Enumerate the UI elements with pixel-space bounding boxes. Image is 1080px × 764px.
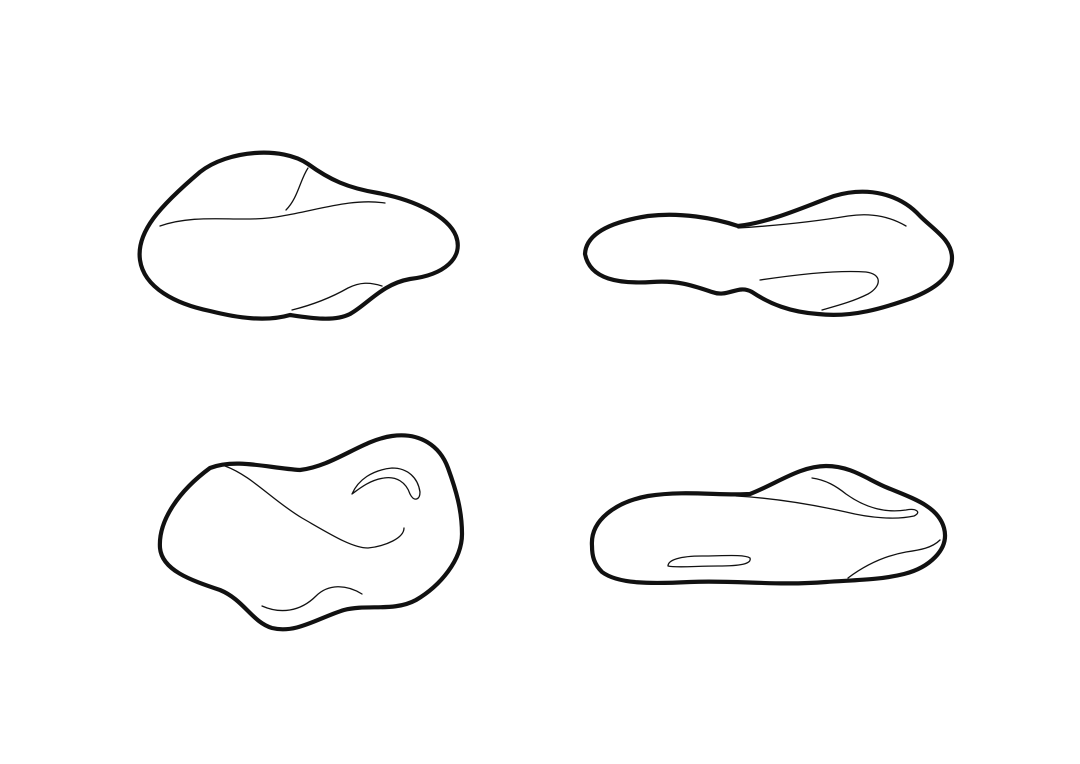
stone-top-right-crease-upper [737, 214, 907, 229]
stone-bottom-left [157, 433, 465, 632]
stone-bottom-right-outline [589, 463, 948, 586]
stone-top-left-crease-ridge [285, 167, 309, 211]
stone-bottom-right-highlight [667, 554, 751, 568]
stone-bottom-right [589, 463, 948, 586]
stone-top-left [137, 150, 460, 321]
stone-top-right-crease-lower [759, 270, 879, 311]
stone-bottom-left-crease-main [224, 465, 405, 549]
stone-top-left-crease-lower [291, 282, 383, 311]
stone-top-left-outline [137, 150, 460, 321]
stone-bottom-left-crease-base [261, 586, 363, 612]
stone-top-left-crease-upper [159, 201, 386, 227]
stone-bottom-right-crease-lower [847, 539, 941, 579]
stone-bottom-left-crease-highlight [351, 467, 421, 500]
stone-bottom-left-outline [157, 433, 465, 632]
stone-top-right-outline [582, 189, 955, 317]
stone-bottom-right-crease-upper [735, 477, 919, 519]
stone-top-right [582, 189, 955, 317]
